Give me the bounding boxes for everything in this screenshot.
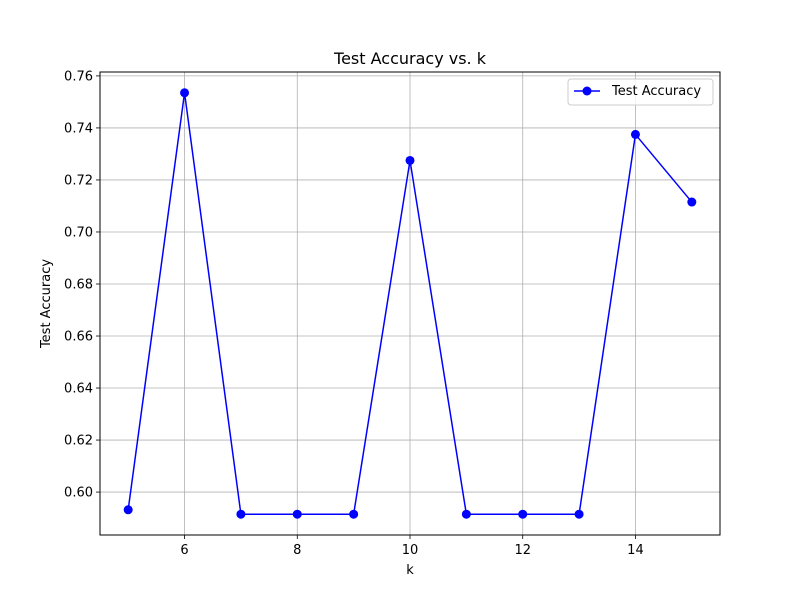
x-tick-label: 8 <box>293 543 301 558</box>
x-axis-label: k <box>406 563 414 578</box>
data-point <box>349 509 359 519</box>
y-tick-label: 0.76 <box>64 69 93 84</box>
data-point <box>687 197 697 207</box>
data-point <box>236 509 246 519</box>
data-point <box>461 509 471 519</box>
grid <box>100 72 720 535</box>
data-point <box>292 509 302 519</box>
ticks: 6 8 10 12 14 0.60 0.62 0.64 0.66 0.68 0.70 0.72 0.74… <box>64 69 644 558</box>
y-tick-label: 0.62 <box>64 434 93 449</box>
legend-entry-test-accuracy: Test Accuracy <box>611 84 701 99</box>
y-tick-label: 0.68 <box>64 277 93 292</box>
x-tick-label: 6 <box>180 543 188 558</box>
data-point <box>574 509 584 519</box>
x-tick-label: 10 <box>402 543 419 558</box>
data-point <box>123 505 133 515</box>
data-point <box>405 155 415 165</box>
y-tick-label: 0.66 <box>64 330 93 345</box>
y-axis-label: Test Accuracy <box>39 259 54 349</box>
legend-point-marker <box>582 86 592 96</box>
y-tick-label: 0.60 <box>64 486 93 501</box>
legend: Test Accuracy <box>567 78 714 106</box>
chart-title: Test Accuracy vs. k <box>333 49 487 68</box>
x-tick-label: 14 <box>627 543 644 558</box>
series-layer <box>123 88 697 519</box>
x-tick-label: 12 <box>514 543 531 558</box>
y-tick-label: 0.74 <box>64 121 93 136</box>
y-tick-label: 0.64 <box>64 382 93 397</box>
legend-box <box>567 78 714 106</box>
data-point <box>180 88 190 98</box>
y-tick-label: 0.70 <box>64 225 93 240</box>
y-tick-label: 0.72 <box>64 173 93 188</box>
data-point <box>630 129 640 139</box>
data-point <box>518 509 528 519</box>
